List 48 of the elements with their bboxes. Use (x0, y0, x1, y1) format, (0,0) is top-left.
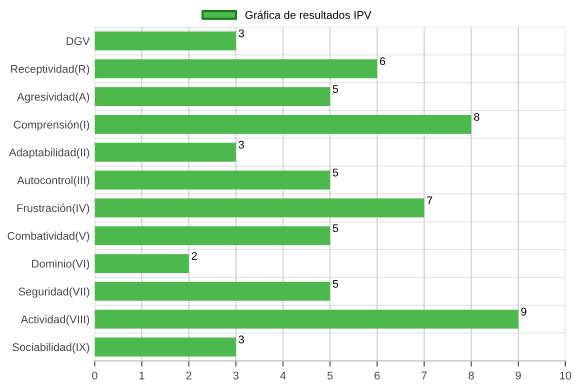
bar (94, 59, 378, 78)
y-tick-label: Adaptabilidad(II) (8, 148, 90, 159)
bar (94, 282, 330, 301)
data-label: 3 (238, 336, 244, 344)
x-tick-label: 1 (140, 372, 144, 380)
x-tick-label: 5 (327, 372, 333, 380)
data-label: 7 (427, 196, 432, 204)
bar (94, 310, 518, 329)
x-tick-label: 10 (560, 372, 572, 380)
y-tick-label: Receptividad(R) (11, 64, 90, 76)
bar (94, 170, 330, 190)
x-tick-label: 7 (422, 372, 427, 380)
data-label: 9 (521, 308, 526, 316)
x-tick-label: 6 (374, 372, 380, 380)
data-label: 5 (332, 168, 338, 176)
y-tick-label: Combatividad(V) (8, 232, 90, 242)
x-tick-label: 2 (186, 372, 192, 380)
y-tick-label: Sociabilidad(IX) (12, 342, 90, 354)
y-tick-label: DGV (66, 37, 90, 46)
bar (94, 142, 236, 162)
data-label: 5 (332, 280, 338, 288)
data-label: 5 (332, 224, 338, 232)
y-tick-label: Comprensión(I) (14, 120, 90, 131)
bar (94, 31, 236, 50)
data-label: 3 (238, 140, 244, 149)
legend-label: Gráfica de resultados IPV (245, 10, 372, 19)
y-tick-label: Frustración(IV) (17, 204, 90, 214)
y-tick-label: Agresividad(A) (17, 92, 90, 103)
data-label: 3 (238, 29, 244, 38)
y-tick-label: Autocontrol(III) (17, 176, 90, 186)
x-tick-label: 4 (280, 372, 286, 380)
bar (94, 338, 236, 356)
bar (94, 254, 189, 273)
x-tick-label: 8 (468, 372, 474, 380)
data-label: 2 (192, 252, 197, 260)
bar (94, 198, 424, 218)
y-tick-label: Dominio(VI) (32, 260, 90, 270)
bar (94, 226, 330, 246)
x-tick-label: 0 (92, 372, 98, 380)
data-label: 5 (332, 85, 338, 93)
data-label: 8 (474, 112, 480, 121)
x-tick-label: 3 (233, 372, 239, 380)
y-tick-label: Actividad(VIII) (20, 315, 90, 326)
data-label: 6 (380, 57, 386, 66)
y-tick-label: Seguridad(VII) (18, 287, 90, 298)
bar (94, 114, 472, 134)
bar (94, 87, 330, 106)
x-tick-label: 9 (516, 372, 521, 380)
